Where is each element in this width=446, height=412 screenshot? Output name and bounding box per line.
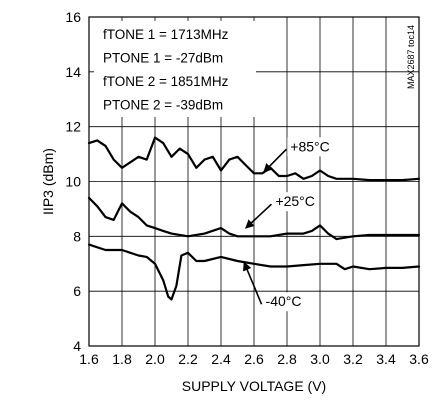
annotation-line-3: fTONE 2 = 1851MHz (103, 74, 229, 89)
y-tick-label: 14 (65, 64, 81, 80)
y-tick-label: 4 (73, 338, 81, 354)
annotation-line-4: PTONE 2 = -39dBm (103, 98, 223, 113)
x-tick-label: 2.4 (211, 351, 231, 367)
series-line-2 (87, 243, 421, 301)
series-label: +85°C (290, 138, 329, 154)
x-tick-label: 3.2 (343, 351, 363, 367)
x-tick-label: 1.6 (79, 351, 99, 367)
y-tick-label: 10 (65, 174, 81, 190)
x-tick-label: 3.0 (310, 351, 330, 367)
series-group (87, 136, 421, 301)
test-conditions-background (94, 21, 256, 117)
series-label-bg (262, 292, 310, 312)
x-tick-label: 2.2 (178, 351, 198, 367)
y-tick-label: 16 (65, 9, 81, 25)
x-tick-label: 2.0 (145, 351, 165, 367)
series-label-arrow (245, 203, 272, 229)
y-tick-label: 6 (73, 283, 81, 299)
x-tick-label: 2.8 (277, 351, 297, 367)
series-label: +25°C (275, 193, 314, 209)
annotation-line-1: fTONE 1 = 1713MHz (103, 27, 229, 42)
series-label: -40°C (266, 293, 302, 309)
x-tick-label: 3.6 (409, 351, 429, 367)
y-tick-label: 12 (65, 119, 81, 135)
series-line-1 (87, 196, 421, 241)
series-label-bg (272, 192, 320, 212)
series-labels: +85°C +25°C -40°C (243, 137, 335, 312)
series-label-arrow (243, 261, 263, 305)
x-tick-label: 2.6 (244, 351, 264, 367)
tick-labels: 1.6 1.8 2.0 2.2 2.4 2.6 2.8 3.0 3.2 3.4 3.6 4 6 8 10 12… (65, 9, 429, 367)
x-axis-title: SUPPLY VOLTAGE (V) (182, 378, 326, 394)
series-label-arrow (263, 148, 287, 173)
x-tick-label: 3.4 (376, 351, 396, 367)
x-tick-label: 1.8 (112, 351, 132, 367)
series-label-bg (287, 137, 335, 157)
series-line-0 (87, 136, 421, 182)
y-tick-label: 8 (73, 228, 81, 244)
y-axis-title: IIP3 (dBm) (40, 148, 56, 215)
annotation-line-2: PTONE 1 = -27dBm (103, 51, 223, 66)
plot-frame (88, 16, 420, 347)
test-conditions: fTONE 1 = 1713MHz PTONE 1 = -27dBm fTONE… (94, 21, 256, 117)
figure-id: MAX2687 toc14 (406, 25, 416, 89)
